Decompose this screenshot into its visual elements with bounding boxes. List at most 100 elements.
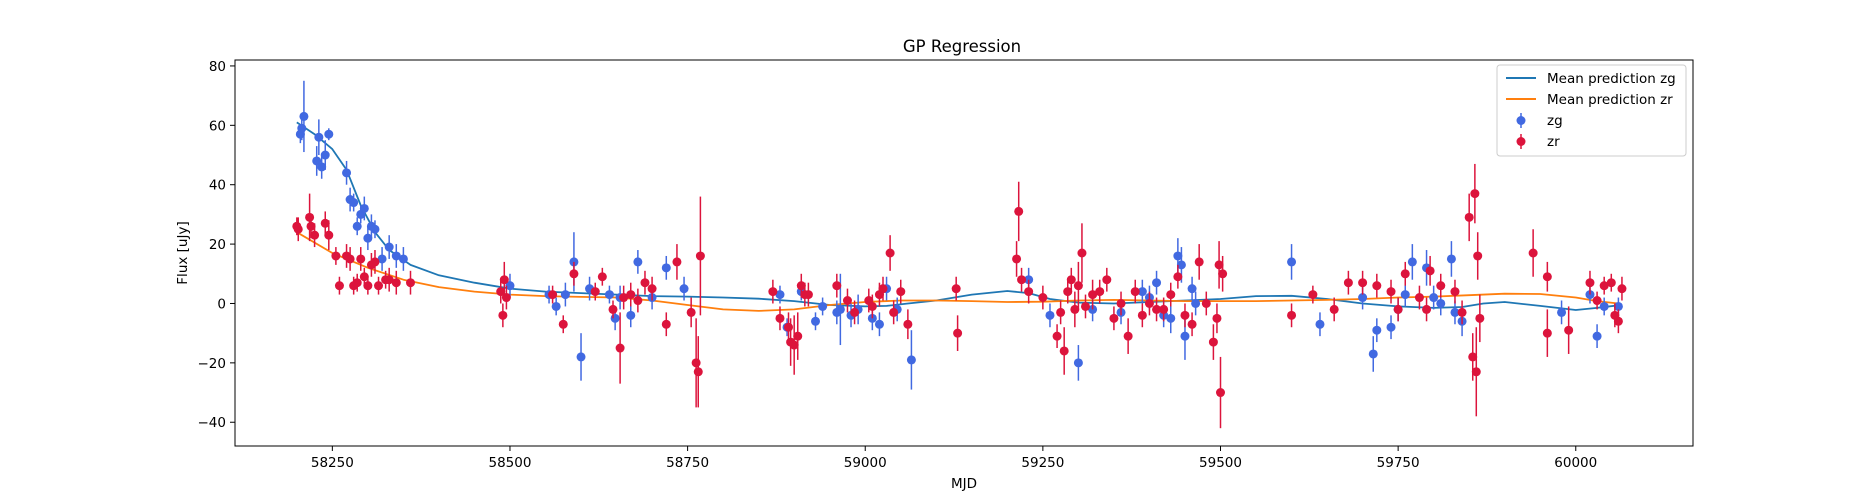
zg-point [1173,251,1183,261]
zr-point [672,257,682,267]
zr-point [1585,278,1595,288]
x-tick-label: 59000 [844,455,887,471]
zg-point [297,123,307,133]
zr-point [1173,272,1183,282]
zr-point [345,254,355,264]
zg-point [1407,257,1417,267]
zg-point [811,316,820,326]
zr-point [608,304,618,314]
zr-point [496,287,506,297]
zr-point [1606,278,1616,288]
zr-point [1012,254,1022,264]
zg-point [1166,313,1176,323]
zr-point [832,281,842,291]
zg-point [312,156,322,166]
zg-point [377,254,387,264]
zg-point [560,290,570,300]
zg-point [835,304,845,314]
zr-point [1077,248,1087,258]
zr-point [793,331,803,341]
zr-point [889,307,899,317]
x-tick-label: 58750 [666,455,709,471]
zr-point [1592,296,1602,306]
zr-point [384,275,394,285]
zg-point [359,203,369,213]
zr-point [1116,298,1126,308]
zr-point [1038,293,1048,303]
zg-point [551,301,561,311]
zg-point [370,224,380,234]
y-tick-label: −20 [198,356,227,372]
zr-point [1024,287,1034,297]
mean-prediction-lines [296,121,1619,312]
zg-point [1358,293,1368,303]
zg-point [1287,257,1297,267]
zr-point [1144,298,1154,308]
zg-point [1400,290,1410,300]
zr-point [1056,307,1066,317]
zg-point [775,290,785,300]
zr-point [1564,325,1574,335]
zr-point [768,287,778,297]
zr-point [293,224,303,234]
zr-point [1152,304,1162,314]
zr-point [391,278,401,288]
zr-point [1070,304,1080,314]
x-tick-label: 58500 [488,455,531,471]
zr-point [374,281,384,291]
zg-point [604,290,614,300]
zr-point [1180,310,1190,320]
zg-point [505,281,515,291]
zr-point [1425,266,1435,276]
zg-point [906,355,916,365]
zr-point [1059,346,1069,356]
zr-point [1372,281,1382,291]
legend-swatch-zg-marker [1516,116,1526,125]
zr-point [1450,287,1460,297]
zg-point [384,242,394,252]
zr-point [1088,290,1098,300]
zr-point [1528,248,1538,258]
zg-point [1191,298,1201,308]
zr-point [1475,313,1485,323]
x-tick-label: 59500 [1199,455,1242,471]
zr-point [1159,304,1169,314]
zr-point [1214,260,1224,270]
zr-point [1329,304,1339,314]
zg-point [1180,331,1190,341]
zg-point [818,301,828,311]
zr-point [619,293,629,303]
legend-label-zg-line: Mean prediction zg [1547,71,1676,87]
zr-point [320,218,330,228]
zr-point [640,278,650,288]
zg-point [342,168,352,178]
zg-point [1557,307,1567,317]
zr-point [661,319,671,329]
zg-point [349,198,359,208]
zr-point [1052,331,1062,341]
zg-point [1368,349,1378,359]
x-tick-label: 60000 [1554,455,1597,471]
zg-point [324,129,334,139]
zr-point [1393,304,1403,314]
zr-point [1123,331,1133,341]
zr-point [647,284,657,294]
zg-point [1045,310,1055,320]
zg-point [299,111,309,121]
legend-label-zg: zg [1547,113,1563,129]
zr-point [359,272,369,282]
zr-point [693,367,703,377]
zg-point [679,284,689,294]
x-axis-label: MJD [951,476,977,492]
zr-point [548,290,558,300]
zg-point [626,310,636,320]
zr-point [324,230,334,240]
zr-point [590,287,600,297]
zg-point [610,313,620,323]
zr-point [305,212,315,222]
zg-point [317,162,327,172]
x-tick-label: 59250 [1021,455,1064,471]
zr-point [1014,206,1024,216]
zr-point [1436,281,1446,291]
zr-point [331,251,341,261]
